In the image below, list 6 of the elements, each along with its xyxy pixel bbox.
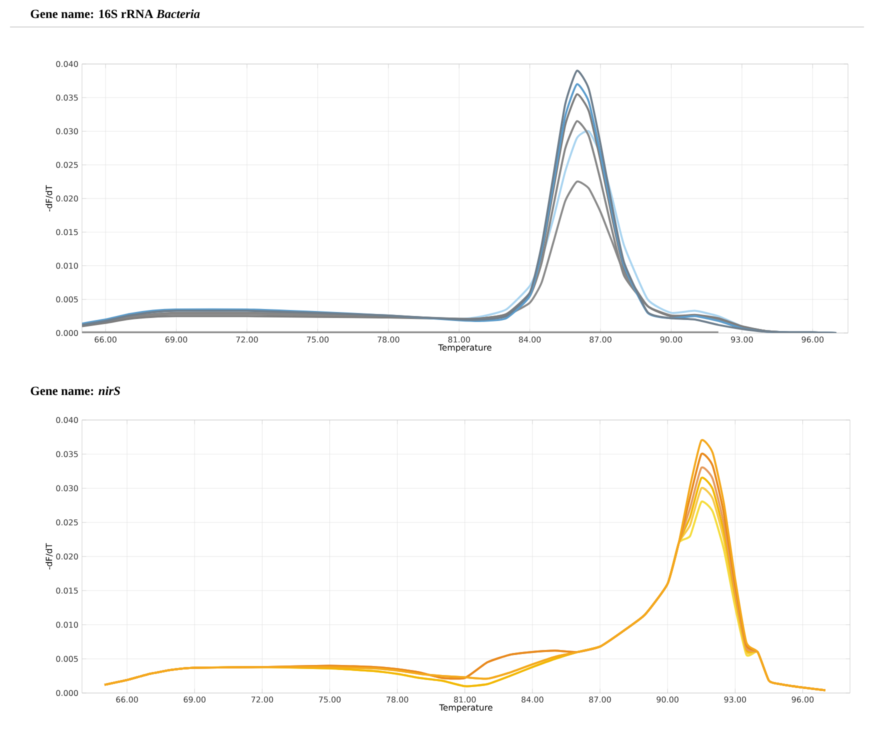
x-axis-title: Temperature bbox=[438, 344, 492, 352]
y-axis-title: -dF/dT bbox=[46, 185, 53, 212]
chart-title: Gene name: nirS bbox=[30, 386, 120, 396]
y-axis-title: -dF/dT bbox=[46, 543, 53, 570]
x-axis-title: Temperature bbox=[439, 704, 492, 712]
chart-title: Gene name: 16S rRNA Bacteria bbox=[30, 9, 200, 18]
